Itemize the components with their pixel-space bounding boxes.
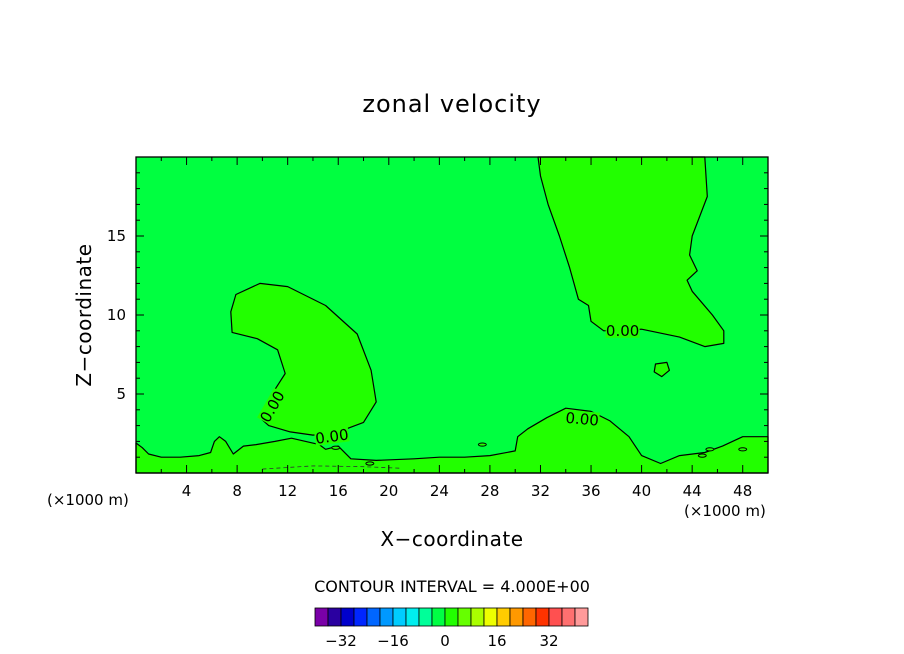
colorbar-swatch (522, 607, 537, 627)
colorbar (314, 607, 589, 627)
y-tick-label: 5 (116, 385, 126, 403)
x-tick-label: 16 (329, 482, 348, 500)
colorbar-tick-label: −16 (377, 632, 409, 650)
dashed-contour (262, 465, 402, 470)
x-tick-label: 4 (182, 482, 192, 500)
colorbar-swatch (483, 607, 498, 627)
colorbar-swatch (470, 607, 485, 627)
contour-speck (477, 442, 487, 447)
y-axis: 5 10 15 (107, 172, 768, 458)
colorbar-swatch (561, 607, 576, 627)
colorbar-swatch (496, 607, 511, 627)
region-small-loop (653, 361, 670, 378)
x-axis-title: X−coordinate (380, 527, 523, 551)
contour-label-bg (313, 426, 350, 446)
colorbar-swatch (353, 607, 368, 627)
x-tick-label: 12 (278, 482, 297, 500)
colorbar-swatch (535, 607, 550, 627)
contour-interval-label: CONTOUR INTERVAL = 4.000E+00 (314, 577, 590, 596)
plot-area: 0.000.000.000.00 (135, 156, 769, 474)
colorbar-tick-label: 32 (539, 632, 558, 650)
colorbar-swatch (574, 607, 589, 627)
contour-speck (365, 461, 375, 466)
region-upper-right (537, 156, 725, 348)
x-tick-label: 32 (531, 482, 550, 500)
x-tick-label: 8 (232, 482, 242, 500)
y-axis-title: Z−coordinate (72, 243, 96, 386)
colorbar-swatch (418, 607, 433, 627)
contour-label-bg (564, 409, 600, 428)
contour-label-group: 0.00 (313, 425, 350, 448)
colorbar-tick-label: 16 (487, 632, 506, 650)
x-axis-unit-right: (×1000 m) (684, 502, 766, 520)
contour-label-group: 0.00 (605, 322, 640, 340)
x-tick-label: 24 (430, 482, 449, 500)
region-lower-band (135, 407, 769, 474)
contour-label-bg (605, 322, 640, 338)
x-tick-label: 28 (480, 482, 499, 500)
y-tick-label: 15 (107, 227, 126, 245)
contour-speck (331, 445, 341, 450)
colorbar-swatch (509, 607, 524, 627)
colorbar-swatch (548, 607, 563, 627)
x-tick-label: 44 (683, 482, 702, 500)
colorbar-swatch (379, 607, 394, 627)
contour-label: 0.00 (314, 425, 350, 447)
colorbar-swatch (392, 607, 407, 627)
colorbar-swatch (327, 607, 342, 627)
colorbar-tick-label: −32 (325, 632, 357, 650)
x-tick-label: 36 (581, 482, 600, 500)
colorbar-swatch (457, 607, 472, 627)
x-axis-unit-left: (×1000 m) (47, 491, 129, 509)
x-tick-label: 48 (733, 482, 752, 500)
colorbar-swatch (340, 607, 355, 627)
colorbar-swatch (431, 607, 446, 627)
contour-label: 0.00 (565, 409, 600, 430)
contour-label-group: 0.00 (564, 409, 600, 430)
colorbar-swatch (405, 607, 420, 627)
colorbar-tick-label: 0 (440, 632, 450, 650)
colorbar-swatch (444, 607, 459, 627)
colorbar-swatch (366, 607, 381, 627)
y-tick-label: 10 (107, 306, 126, 324)
x-tick-label: 40 (632, 482, 651, 500)
contour-label: 0.00 (606, 322, 639, 340)
contour-speck (705, 447, 715, 452)
contour-label-bg (257, 387, 288, 425)
chart-title: zonal velocity (362, 90, 541, 118)
colorbar-ticks: −32 −16 0 16 32 (325, 632, 558, 650)
contour-speck (738, 447, 748, 452)
x-tick-label: 20 (379, 482, 398, 500)
x-axis: 4 8 12 16 20 24 28 32 36 40 44 48 (160, 157, 752, 500)
colorbar-swatch (314, 607, 329, 627)
region-upper-left (230, 282, 377, 436)
contour-speck (697, 453, 707, 458)
